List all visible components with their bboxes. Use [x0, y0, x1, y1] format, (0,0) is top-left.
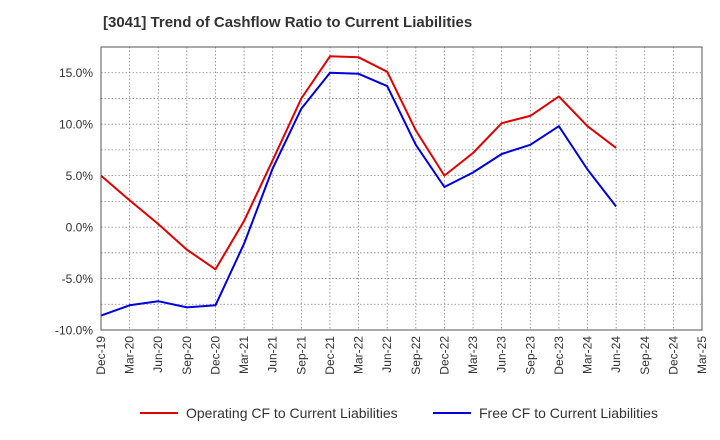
series-line-operating-cf [100, 55, 617, 271]
y-tick-label: 0.0% [66, 221, 94, 235]
x-tick-label: Jun-21 [266, 336, 280, 373]
x-tick-label: Sep-23 [523, 336, 537, 375]
chart-title: [3041] Trend of Cashflow Ratio to Curren… [103, 14, 473, 31]
x-tick-label: Jun-23 [495, 336, 509, 373]
x-axis-ticks: Dec-19 Mar-20 Jun-20 Sep-20 Dec-20 Mar-21 Jun-… [94, 336, 709, 375]
series-line-free-cf [100, 71, 617, 317]
plot-area [101, 47, 702, 330]
y-tick-label: 10.0% [59, 118, 93, 132]
x-tick-label: Sep-22 [409, 336, 423, 375]
x-tick-label: Jun-20 [151, 336, 165, 373]
legend-label-operating-cf: Operating CF to Current Liabilities [186, 405, 398, 421]
x-tick-label: Mar-21 [237, 336, 251, 374]
legend-swatch-operating-cf [140, 412, 178, 414]
series-lines [100, 55, 617, 317]
x-tick-label: Mar-25 [695, 336, 709, 374]
y-axis-ticks: -10.0% -5.0% 0.0% 5.0% 10.0% 15.0% [55, 66, 93, 337]
legend-label-free-cf: Free CF to Current Liabilities [479, 405, 658, 421]
x-tick-label: Mar-20 [123, 336, 137, 374]
x-tick-label: Sep-24 [638, 336, 652, 375]
x-tick-label: Dec-24 [666, 336, 680, 375]
x-tick-label: Sep-21 [294, 336, 308, 375]
x-tick-label: Jun-22 [380, 336, 394, 373]
x-tick-label: Dec-20 [208, 336, 222, 375]
x-tick-label: Jun-24 [609, 336, 623, 373]
y-tick-label: -5.0% [62, 272, 94, 286]
x-tick-label: Mar-22 [352, 336, 366, 374]
x-tick-label: Dec-21 [323, 336, 337, 375]
x-tick-label: Dec-19 [94, 336, 108, 375]
x-tick-label: Sep-20 [180, 336, 194, 375]
x-tick-label: Mar-24 [581, 336, 595, 374]
y-tick-label: 5.0% [66, 169, 94, 183]
x-tick-label: Dec-22 [437, 336, 451, 375]
y-tick-label: -10.0% [55, 324, 93, 338]
x-tick-label: Dec-23 [552, 336, 566, 375]
x-tick-label: Mar-23 [466, 336, 480, 374]
legend-item-operating-cf: Operating CF to Current Liabilities [140, 405, 398, 421]
grid-lines [101, 47, 702, 330]
legend-swatch-free-cf [433, 412, 471, 414]
legend-item-free-cf: Free CF to Current Liabilities [433, 405, 658, 421]
plot-border [100, 46, 703, 331]
y-tick-label: 15.0% [59, 66, 93, 80]
legend: Operating CF to Current Liabilities Free… [0, 405, 720, 425]
